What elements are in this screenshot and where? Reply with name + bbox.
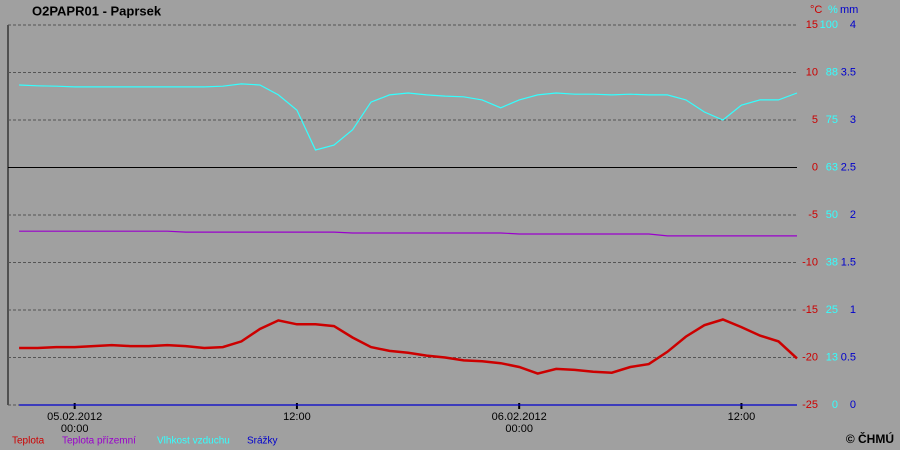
y3-tick-label: 2: [850, 209, 856, 221]
x-tick-label: 12:00: [728, 411, 756, 423]
series-line: [19, 83, 798, 151]
y2-tick-label: 13: [826, 351, 838, 363]
x-tick-label: 00:00: [505, 423, 533, 435]
legend-entry: Srážky: [247, 436, 278, 447]
series-line: [19, 318, 798, 375]
y-tick-label: -20: [802, 351, 818, 363]
y2-tick-label: 0: [832, 399, 838, 411]
y2-tick-label: 38: [826, 256, 838, 268]
x-tick-label: 00:00: [61, 423, 89, 435]
y2-tick-label: 50: [826, 209, 838, 221]
y3-tick-label: 3.5: [841, 66, 856, 78]
y-axis-unit: °C: [810, 4, 822, 16]
y3-axis-unit: mm: [840, 4, 858, 16]
x-tick-date: 06.02.2012: [492, 411, 547, 423]
y-tick-label: -10: [802, 256, 818, 268]
y-tick-label: -5: [808, 209, 818, 221]
x-tick-date: 05.02.2012: [47, 411, 102, 423]
y2-tick-label: 63: [826, 161, 838, 173]
y-tick-label: -15: [802, 304, 818, 316]
y3-tick-label: 0: [850, 399, 856, 411]
y2-tick-label: 25: [826, 304, 838, 316]
y-tick-label: 0: [812, 161, 818, 173]
legend-entry: Vlhkost vzduchu: [157, 436, 230, 447]
legend-entry: Teplota přízemní: [62, 436, 136, 447]
y-tick-label: 5: [812, 114, 818, 126]
y3-tick-label: 4: [850, 19, 856, 31]
copyright: © ČHMÚ: [846, 431, 894, 446]
y3-tick-label: 2.5: [841, 161, 856, 173]
y3-tick-label: 0.5: [841, 351, 856, 363]
x-tick-label: 12:00: [283, 411, 311, 423]
y3-tick-label: 3: [850, 114, 856, 126]
y2-tick-label: 88: [826, 66, 838, 78]
y-tick-label: -25: [802, 399, 818, 411]
y3-tick-label: 1: [850, 304, 856, 316]
y2-axis-unit: %: [828, 4, 838, 16]
y2-tick-label: 75: [826, 114, 838, 126]
legend-entry: Teplota: [12, 436, 45, 447]
y3-tick-label: 1.5: [841, 256, 856, 268]
series-line: [19, 230, 797, 237]
y-tick-label: 15: [806, 19, 818, 31]
y-tick-label: 10: [806, 66, 818, 78]
y2-tick-label: 100: [820, 19, 838, 31]
chart-title: O2PAPR01 - Paprsek: [32, 3, 162, 18]
